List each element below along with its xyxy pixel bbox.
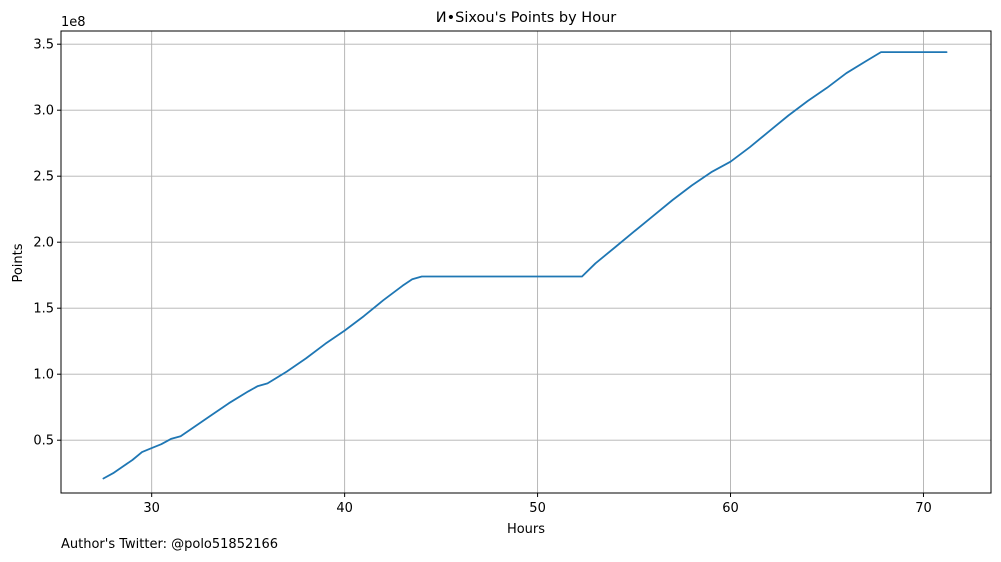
axis-ticks: 30 40 50 60 70 0.5 1.0 1.5 2.0 2.5 3.0 3.5 bbox=[33, 38, 931, 516]
grid-lines bbox=[61, 31, 991, 493]
y-axis-label: Points bbox=[11, 243, 26, 282]
author-credit: Author's Twitter: @polo51852166 bbox=[61, 537, 278, 552]
y-tick-label: 3.5 bbox=[33, 38, 54, 53]
x-tick-label: 30 bbox=[143, 501, 160, 516]
x-tick-label: 50 bbox=[529, 501, 546, 516]
points-series-line bbox=[102, 51, 948, 480]
chart-title: И•Sixou's Points by Hour bbox=[436, 10, 617, 26]
plot-area-frame bbox=[60, 30, 992, 494]
twitter-handle: @polo51852166 bbox=[171, 537, 279, 552]
y-tick-label: 0.5 bbox=[33, 434, 54, 449]
y-tick-label: 3.0 bbox=[33, 104, 54, 119]
y-tick-label: 2.0 bbox=[33, 236, 54, 251]
x-tick-label: 70 bbox=[915, 501, 932, 516]
y-axis-offset-label: 1e8 bbox=[61, 15, 86, 30]
y-tick-label: 2.5 bbox=[33, 170, 54, 185]
author-credit-label: Author's Twitter: bbox=[61, 537, 172, 552]
y-tick-label: 1.5 bbox=[33, 302, 54, 317]
x-tick-label: 60 bbox=[722, 501, 739, 516]
x-tick-label: 40 bbox=[336, 501, 353, 516]
y-tick-label: 1.0 bbox=[33, 368, 54, 383]
x-axis-label: Hours bbox=[507, 522, 545, 537]
series-layer bbox=[102, 51, 948, 480]
